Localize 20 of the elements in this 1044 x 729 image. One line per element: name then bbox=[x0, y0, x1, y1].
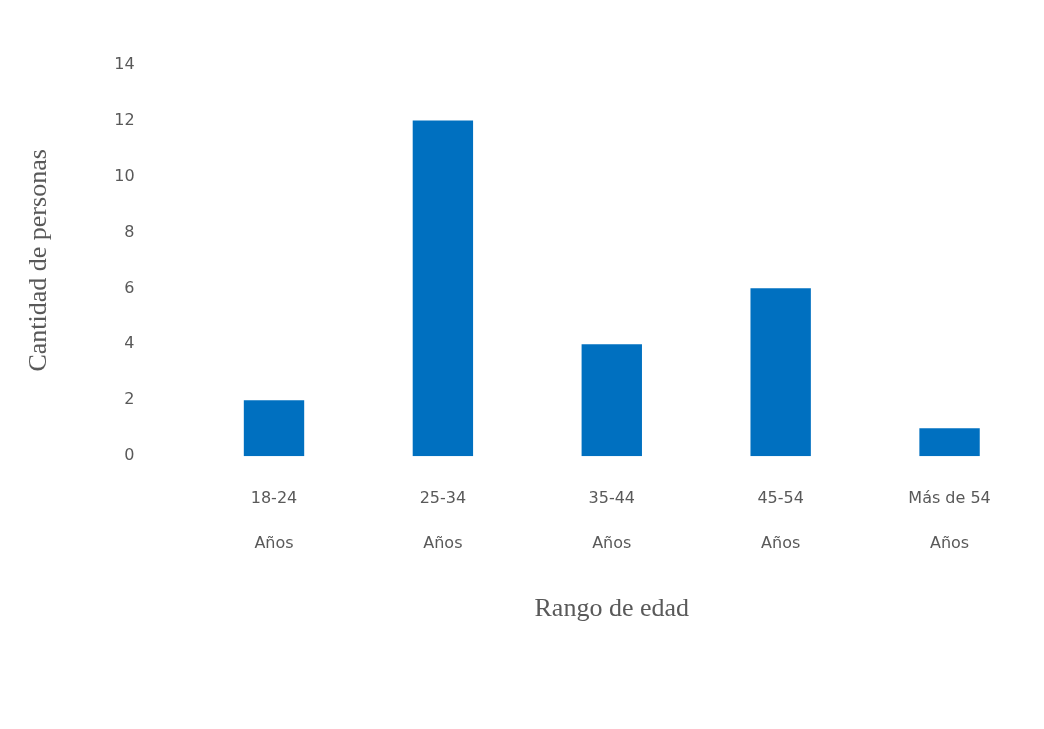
y-tick-label: 12 bbox=[114, 109, 135, 129]
bar bbox=[412, 120, 474, 457]
x-axis-title: Rango de edad bbox=[534, 593, 690, 623]
bar bbox=[243, 400, 305, 457]
category-label: 18-24 Años bbox=[250, 487, 298, 552]
y-tick-label: 8 bbox=[124, 221, 135, 241]
y-tick-label: 0 bbox=[124, 445, 135, 465]
category-label: 45-54 Años bbox=[757, 487, 804, 552]
bar bbox=[581, 344, 642, 457]
category-label: 35-44 Años bbox=[588, 487, 636, 552]
category-label: 25-34 Años bbox=[419, 487, 467, 552]
bar bbox=[750, 288, 811, 457]
bar bbox=[919, 428, 980, 457]
y-tick-label: 6 bbox=[124, 277, 135, 297]
y-tick-label: 4 bbox=[124, 333, 135, 353]
y-tick-label: 10 bbox=[114, 165, 135, 185]
y-axis-title: Cantidad de personas bbox=[23, 149, 53, 372]
category-label: Más de 54 Años bbox=[908, 487, 991, 552]
y-tick-label: 14 bbox=[114, 53, 135, 73]
y-tick-label: 2 bbox=[124, 389, 135, 409]
